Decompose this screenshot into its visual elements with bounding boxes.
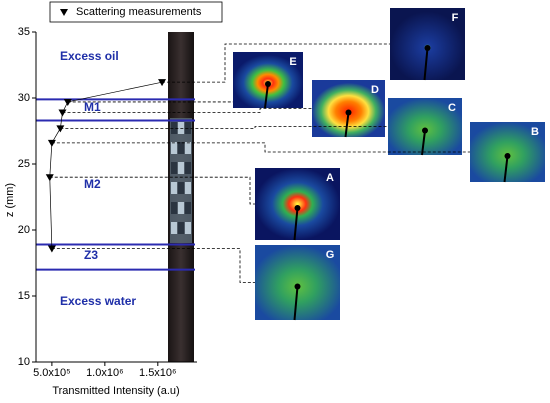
pattern-panel xyxy=(255,245,340,320)
measurement-point xyxy=(47,139,56,147)
gel-texture xyxy=(178,182,184,194)
gel-texture xyxy=(171,202,177,214)
connector xyxy=(51,142,470,153)
region-label: Excess water xyxy=(60,294,136,308)
region-label: M1 xyxy=(84,100,101,114)
beamstop xyxy=(293,286,299,321)
beamstop xyxy=(344,112,350,138)
beamstop xyxy=(421,130,426,156)
panel-label: E xyxy=(289,56,296,68)
gel-texture xyxy=(171,182,177,194)
x-tick-label: 5.0x10⁵ xyxy=(33,367,71,379)
gel-texture xyxy=(171,222,177,234)
beamstop xyxy=(264,83,269,109)
measurement-point xyxy=(45,174,54,182)
pattern-panel xyxy=(312,80,385,137)
beamstop-dot xyxy=(424,45,431,51)
pattern-panel xyxy=(255,168,340,240)
y-tick-label: 35 xyxy=(18,26,30,38)
y-tick-label: 20 xyxy=(18,224,30,236)
pattern-panel xyxy=(390,8,465,80)
connector xyxy=(62,108,312,113)
connector xyxy=(60,126,388,129)
pattern-panel xyxy=(233,52,303,108)
panel-label: D xyxy=(371,84,379,96)
measurement-point xyxy=(47,245,56,253)
x-tick-label: 1.5x10⁶ xyxy=(139,367,177,379)
y-axis-label: z (mm) xyxy=(4,183,16,217)
gel-texture xyxy=(178,162,184,174)
legend-label: Scattering measurements xyxy=(76,6,202,18)
beamstop xyxy=(503,155,509,183)
region-label: M2 xyxy=(84,177,101,191)
beamstop-dot xyxy=(294,205,301,211)
measurement-point xyxy=(63,98,72,106)
beamstop-dot xyxy=(422,127,428,134)
beamstop xyxy=(423,47,429,81)
panel-label: G xyxy=(326,249,335,261)
measurement-point xyxy=(58,109,67,117)
y-tick-label: 30 xyxy=(18,92,30,104)
region-label: Excess oil xyxy=(60,49,119,63)
connector xyxy=(162,43,390,83)
gel-texture xyxy=(185,142,191,154)
measurement-point xyxy=(56,125,65,133)
pattern-panel xyxy=(388,98,462,155)
beamstop-dot xyxy=(294,283,301,290)
beamstop xyxy=(293,207,299,241)
gel-texture xyxy=(185,182,191,194)
gel-texture xyxy=(171,142,177,154)
beamstop-dot xyxy=(504,153,511,159)
connector xyxy=(49,176,255,205)
x-tick-label: 1.0x10⁶ xyxy=(86,367,124,379)
y-tick-label: 15 xyxy=(18,290,30,302)
gel-texture xyxy=(185,202,191,214)
legend-box xyxy=(49,1,223,23)
y-tick-label: 25 xyxy=(18,158,30,170)
pattern-panel xyxy=(470,122,545,182)
panel-label: A xyxy=(326,172,334,184)
panel-label: B xyxy=(531,126,539,138)
legend-marker xyxy=(60,9,68,16)
panel-label: C xyxy=(448,102,456,114)
x-axis-label: Transmitted Intensity (a.u) xyxy=(52,385,179,397)
measurement-point xyxy=(158,79,167,87)
connector xyxy=(51,248,255,283)
beamstop-dot xyxy=(265,81,271,87)
gel-texture xyxy=(171,162,177,174)
gel-texture xyxy=(185,222,191,234)
gel-texture xyxy=(178,222,184,234)
measurement-path xyxy=(49,81,163,249)
gel-texture xyxy=(171,122,177,134)
y-tick-label: 10 xyxy=(18,356,30,368)
gel-texture xyxy=(178,142,184,154)
panel-label: F xyxy=(452,12,459,24)
gel-texture xyxy=(185,162,191,174)
beamstop-dot xyxy=(345,109,352,116)
region-label: Z3 xyxy=(84,248,98,262)
gel-texture xyxy=(178,202,184,214)
